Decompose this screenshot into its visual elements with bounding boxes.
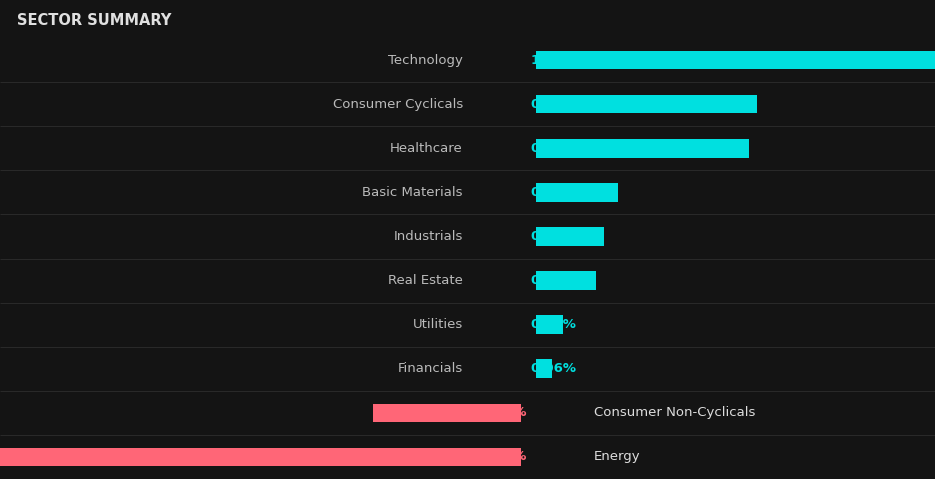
Bar [536, 359, 553, 378]
Text: 0.06%: 0.06% [530, 362, 576, 375]
Bar [536, 227, 604, 246]
Text: 0.30%: 0.30% [530, 186, 576, 199]
Text: Energy: Energy [594, 450, 640, 464]
Bar [536, 271, 596, 290]
Text: 0.10%: 0.10% [530, 318, 576, 331]
Text: Basic Materials: Basic Materials [363, 186, 463, 199]
Bar [536, 139, 749, 158]
Text: 1.47%: 1.47% [530, 54, 576, 67]
Text: 0.81%: 0.81% [530, 98, 576, 111]
Text: 0.22%: 0.22% [530, 274, 576, 287]
Text: Utilities: Utilities [412, 318, 463, 331]
Bar [373, 404, 521, 422]
Text: -0.35%: -0.35% [475, 406, 526, 419]
Bar [536, 183, 618, 202]
Bar [536, 51, 935, 69]
Text: Technology: Technology [388, 54, 463, 67]
Bar [536, 315, 563, 334]
Text: Financials: Financials [397, 362, 463, 375]
Text: Consumer Cyclicals: Consumer Cyclicals [333, 98, 463, 111]
Text: Industrials: Industrials [394, 230, 463, 243]
Text: Healthcare: Healthcare [390, 142, 463, 155]
Bar [0, 448, 521, 466]
Text: Real Estate: Real Estate [388, 274, 463, 287]
Bar [536, 95, 757, 114]
Text: 0.25%: 0.25% [530, 230, 576, 243]
Text: 0.78%: 0.78% [530, 142, 576, 155]
Text: SECTOR SUMMARY: SECTOR SUMMARY [17, 13, 171, 28]
Text: Consumer Non-Cyclicals: Consumer Non-Cyclicals [594, 406, 755, 419]
Text: -1.24%: -1.24% [475, 450, 526, 464]
